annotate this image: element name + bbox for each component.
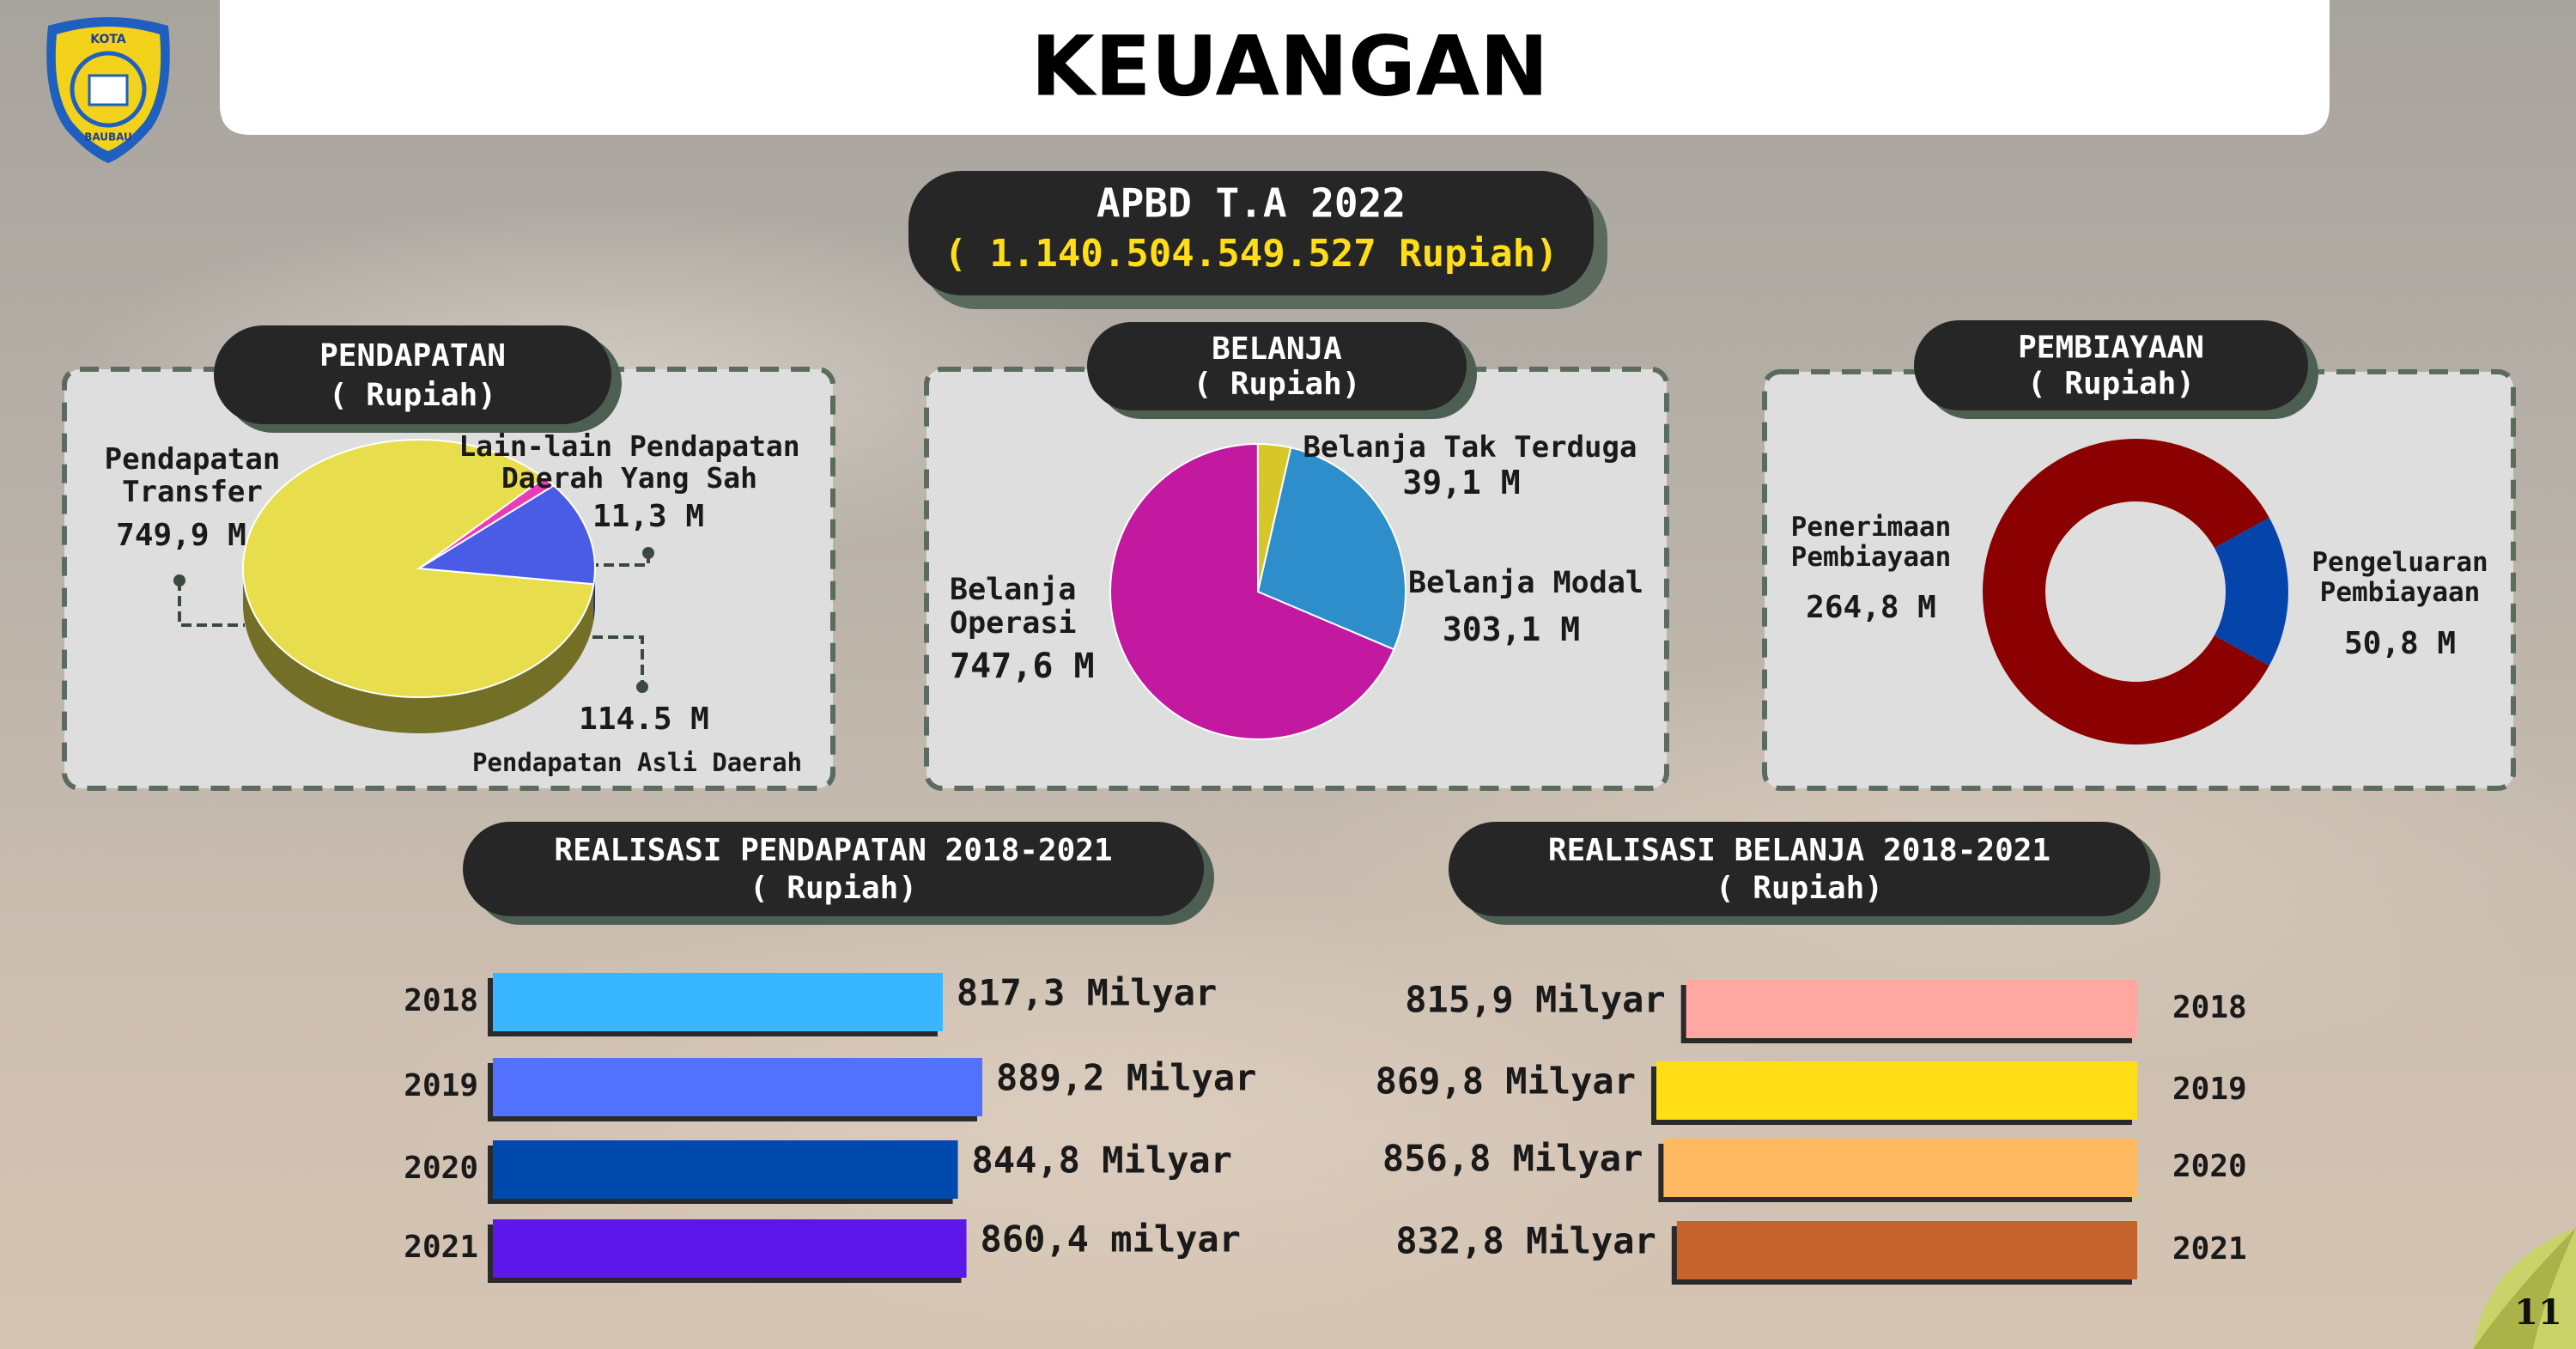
slice-label: Belanja Operasi — [950, 573, 1077, 641]
section-pill — [214, 325, 611, 424]
bar — [1686, 980, 2137, 1038]
bar — [493, 1058, 982, 1116]
year-label: 2020 — [404, 1151, 478, 1186]
section-title: PEMBIAYAAN — [2018, 331, 2204, 366]
slice-value-label: 39,1 M — [1402, 464, 1521, 501]
year-label: 2020 — [2172, 1149, 2247, 1184]
logo-bottom-text: BAUBAU — [84, 131, 132, 143]
section-title: REALISASI BELANJA 2018-2021 — [1548, 833, 2050, 868]
pie-slice — [416, 484, 596, 586]
bar-value-label: 860,4 milyar — [981, 1218, 1241, 1261]
donut-slice — [2214, 517, 2288, 666]
slice-label: Belanja Tak Terduga — [1303, 430, 1637, 465]
slice-label: Pendapatan Transfer — [104, 442, 281, 510]
slice-label: Penerimaan Pembiayaan — [1790, 512, 1952, 573]
bar — [493, 1219, 967, 1278]
slice-label: Lain-lain Pendapatan Daerah Yang Sah — [459, 429, 800, 495]
section-pill — [1449, 822, 2150, 916]
section-pill — [1087, 322, 1467, 410]
page-title: KEUANGAN — [1030, 18, 1548, 114]
page-number: 11 — [2514, 1292, 2562, 1333]
bar — [1663, 1139, 2137, 1197]
slice-value-label: 264,8 M — [1806, 590, 1936, 625]
year-label: 2018 — [2172, 990, 2247, 1025]
bar — [493, 1140, 958, 1199]
section-pill — [463, 822, 1204, 916]
bar-value-label: 869,8 Milyar — [1376, 1060, 1636, 1103]
bar-value-label: 889,2 Milyar — [996, 1057, 1256, 1099]
bar — [493, 973, 943, 1031]
year-label: 2018 — [404, 983, 478, 1018]
summary-pill — [908, 171, 1594, 295]
slice-label: Belanja Modal — [1408, 566, 1643, 600]
bar — [1676, 1221, 2137, 1279]
bar-value-label: 856,8 Milyar — [1382, 1138, 1643, 1180]
slice-value-label: 114.5 M — [579, 702, 709, 737]
header-bar — [220, 0, 2330, 135]
bar-value-label: 832,8 Milyar — [1395, 1220, 1656, 1262]
section-title: PENDAPATAN — [319, 338, 506, 374]
bar — [1656, 1061, 2137, 1120]
pie-slice — [1109, 442, 1395, 740]
summary-title: APBD T.A 2022 — [1097, 180, 1406, 227]
year-label: 2021 — [2172, 1231, 2247, 1267]
section-subtitle: ( Rupiah) — [329, 378, 496, 413]
slice-value-label: 303,1 M — [1442, 611, 1581, 648]
section-subtitle: ( Rupiah) — [750, 871, 917, 906]
leader-dots — [173, 547, 654, 693]
year-label: 2019 — [2172, 1072, 2247, 1107]
slice-label: Pendapatan Asli Daerah — [471, 748, 803, 777]
logo-top-text: KOTA — [90, 33, 126, 46]
slice-label: Pengeluaran Pembiayaan — [2312, 547, 2488, 608]
section-subtitle: ( Rupiah) — [1193, 367, 1360, 402]
section-title: BELANJA — [1212, 331, 1342, 367]
year-label: 2021 — [404, 1230, 478, 1265]
bar-value-label: 844,8 Milyar — [972, 1139, 1232, 1182]
slice-value-label: 747,6 M — [950, 647, 1095, 686]
page-corner-fold — [2473, 1228, 2576, 1349]
slice-value-label: 749,9 M — [116, 518, 246, 553]
year-label: 2019 — [404, 1068, 478, 1103]
slice-value-label: 11,3 M — [592, 499, 705, 534]
donut-slice — [1983, 439, 2269, 745]
logo: KOTA BAUBAU — [46, 17, 170, 163]
section-subtitle: ( Rupiah) — [2027, 367, 2195, 402]
pie-slice — [1256, 447, 1406, 651]
bar-value-label: 817,3 Milyar — [957, 972, 1217, 1014]
section-subtitle: ( Rupiah) — [1716, 871, 1883, 906]
section-title: REALISASI PENDAPATAN 2018-2021 — [554, 833, 1112, 868]
summary-amount: ( 1.140.504.549.527 Rupiah) — [944, 232, 1558, 276]
section-pill — [1914, 320, 2308, 410]
slice-value-label: 50,8 M — [2343, 626, 2457, 661]
bar-value-label: 815,9 Milyar — [1405, 979, 1665, 1021]
